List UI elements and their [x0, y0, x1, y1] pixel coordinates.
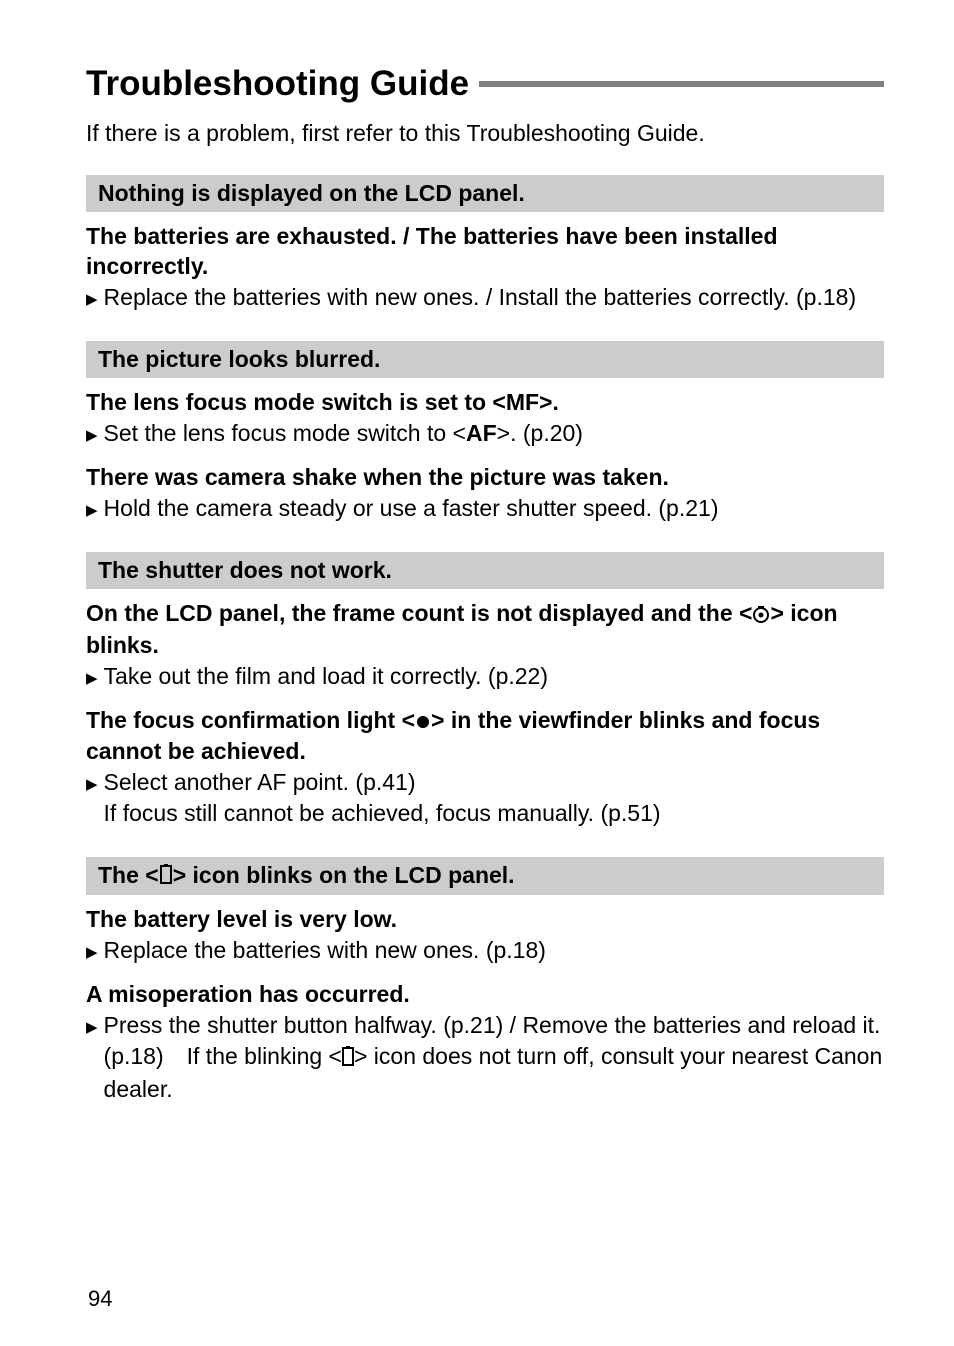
solution-text-bold: AF [466, 420, 497, 446]
section-lcd-blank: Nothing is displayed on the LCD panel. T… [86, 175, 884, 313]
triangle-bullet-icon: ▶ [86, 661, 104, 692]
problem-block: A misoperation has occurred. ▶ Press the… [86, 980, 884, 1105]
section-header: The < > icon blinks on the LCD panel. [86, 857, 884, 895]
section-header-post: > icon blinks on the LCD panel. [173, 862, 515, 888]
page-title: Troubleshooting Guide [86, 64, 479, 104]
problem-block: The batteries are exhausted. / The batte… [86, 222, 884, 313]
problem-block: The focus confirmation light <> in the v… [86, 706, 884, 830]
title-row: Troubleshooting Guide [86, 64, 884, 104]
problem-title: The focus confirmation light <> in the v… [86, 706, 884, 768]
solution-text-post: >. (p.20) [497, 420, 583, 446]
problem-title-pre: On the LCD panel, the frame count is not… [86, 600, 752, 626]
problem-block: The battery level is very low. ▶ Replace… [86, 905, 884, 966]
solution-text: Replace the batteries with new ones. / I… [104, 282, 857, 313]
triangle-bullet-icon: ▶ [86, 1010, 104, 1105]
focus-dot-icon [415, 708, 431, 738]
solution-line: ▶ Replace the batteries with new ones. /… [86, 282, 884, 313]
problem-title: The battery level is very low. [86, 905, 884, 935]
page-number: 94 [88, 1286, 112, 1346]
solution-line: ▶ Set the lens focus mode switch to <AF>… [86, 418, 884, 449]
section-header: The picture looks blurred. [86, 341, 884, 378]
solution-line: ▶ Hold the camera steady or use a faster… [86, 493, 884, 524]
triangle-bullet-icon: ▶ [86, 767, 104, 829]
triangle-bullet-icon: ▶ [86, 418, 104, 449]
problem-title: There was camera shake when the picture … [86, 463, 884, 493]
solution-text: Press the shutter button halfway. (p.21)… [104, 1010, 884, 1105]
problem-title: The lens focus mode switch is set to <MF… [86, 388, 884, 418]
solution-text: Select another AF point. (p.41) If focus… [104, 767, 661, 829]
problem-block: The lens focus mode switch is set to <MF… [86, 388, 884, 449]
battery-icon [160, 863, 172, 890]
title-divider-bar [479, 81, 884, 87]
solution-text: Replace the batteries with new ones. (p.… [104, 935, 546, 966]
triangle-bullet-icon: ▶ [86, 282, 104, 313]
solution-line2: If focus still cannot be achieved, focus… [104, 800, 661, 826]
section-blurred: The picture looks blurred. The lens focu… [86, 341, 884, 524]
solution-line: ▶ Replace the batteries with new ones. (… [86, 935, 884, 966]
solution-line: ▶ Press the shutter button halfway. (p.2… [86, 1010, 884, 1105]
problem-block: On the LCD panel, the frame count is not… [86, 599, 884, 692]
section-battery-blink: The < > icon blinks on the LCD panel. The… [86, 857, 884, 1105]
section-shutter: The shutter does not work. On the LCD pa… [86, 552, 884, 830]
problem-title-pre: The focus confirmation light < [86, 707, 415, 733]
problem-title: A misoperation has occurred. [86, 980, 884, 1010]
solution-text: Hold the camera steady or use a faster s… [104, 493, 719, 524]
solution-line: ▶ Select another AF point. (p.41) If foc… [86, 767, 884, 829]
film-cartridge-icon [752, 601, 770, 631]
solution-text-pre: Set the lens focus mode switch to < [104, 420, 466, 446]
problem-title: The batteries are exhausted. / The batte… [86, 222, 884, 282]
section-header: The shutter does not work. [86, 552, 884, 589]
problem-title: On the LCD panel, the frame count is not… [86, 599, 884, 661]
solution-text: Set the lens focus mode switch to <AF>. … [104, 418, 583, 449]
triangle-bullet-icon: ▶ [86, 493, 104, 524]
solution-text: Take out the film and load it correctly.… [104, 661, 548, 692]
problem-block: There was camera shake when the picture … [86, 463, 884, 524]
triangle-bullet-icon: ▶ [86, 935, 104, 966]
document-page: Troubleshooting Guide If there is a prob… [0, 0, 954, 1105]
section-header-pre: The < [98, 862, 159, 888]
intro-text: If there is a problem, first refer to th… [86, 118, 884, 149]
solution-line1: Select another AF point. (p.41) [104, 769, 416, 795]
section-header: Nothing is displayed on the LCD panel. [86, 175, 884, 212]
battery-icon [342, 1043, 354, 1074]
solution-line: ▶ Take out the film and load it correctl… [86, 661, 884, 692]
